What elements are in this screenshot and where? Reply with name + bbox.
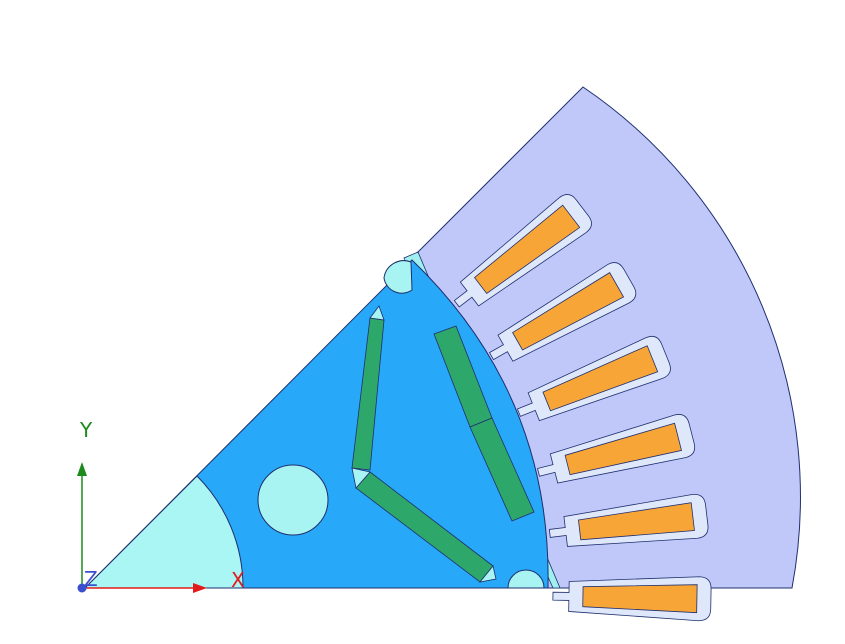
- x-axis-label: X: [231, 568, 245, 592]
- shaft[interactable]: [83, 475, 244, 589]
- magnet-end-tip: [351, 467, 371, 489]
- rotor-magnets: [351, 305, 535, 583]
- stator-slot[interactable]: [547, 493, 709, 555]
- stator-winding[interactable]: [577, 502, 695, 544]
- magnet-end-tip: [369, 305, 385, 321]
- coordinate-triad: X Y Z: [77, 418, 245, 593]
- stator-slot[interactable]: [533, 412, 697, 494]
- stator-winding[interactable]: [582, 583, 698, 614]
- origin-dot: [77, 583, 87, 593]
- rotor-bridge-hole-bottom[interactable]: [507, 569, 545, 589]
- stator-winding[interactable]: [541, 345, 659, 415]
- y-axis-arrowhead: [77, 462, 87, 476]
- stator-slot[interactable]: [443, 190, 595, 321]
- x-axis-arrowhead: [193, 583, 207, 593]
- magnet-outer-lower[interactable]: [469, 417, 535, 522]
- rotor-bridge-hole-top[interactable]: [383, 260, 413, 294]
- stator-slot[interactable]: [511, 333, 674, 433]
- stator-winding[interactable]: [472, 204, 581, 296]
- stator-slot[interactable]: [481, 259, 640, 376]
- stator-winding[interactable]: [564, 422, 682, 478]
- z-axis-label: Z: [84, 567, 98, 591]
- magnet-end-tip: [479, 565, 497, 583]
- stator-slots: [443, 190, 712, 622]
- y-axis-label: Y: [79, 418, 93, 442]
- stator-winding[interactable]: [511, 272, 625, 354]
- stator-slot[interactable]: [552, 574, 712, 622]
- rotor[interactable]: [83, 259, 549, 589]
- rotor-vent-hole[interactable]: [257, 464, 329, 536]
